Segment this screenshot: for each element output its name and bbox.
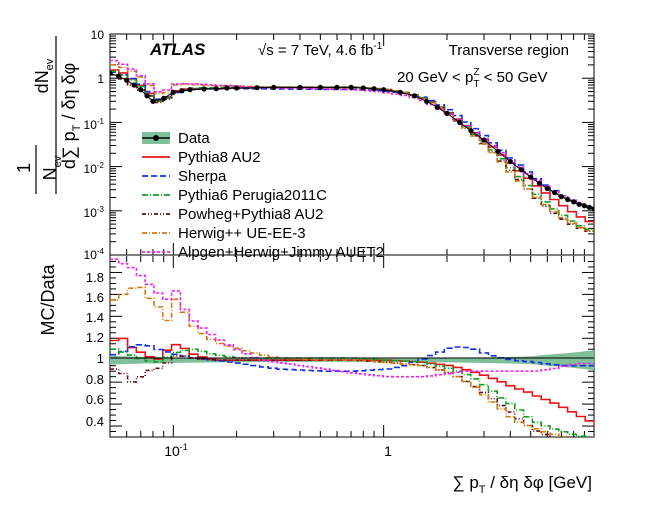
ytick-label-1e-1: 10-1 bbox=[84, 117, 105, 132]
series-ratio-0 bbox=[110, 337, 594, 426]
ytick-label-1e-2: 10-2 bbox=[84, 161, 105, 176]
x-axis-title: ∑ pT / δη δφ [GeV] bbox=[452, 473, 592, 496]
data-point bbox=[144, 93, 150, 99]
data-line bbox=[110, 72, 594, 210]
ytick-label-1: 1 bbox=[97, 72, 104, 86]
data-point bbox=[116, 73, 122, 79]
data-point bbox=[495, 148, 501, 155]
data-point bbox=[124, 77, 130, 83]
rtick-label-1: 1 bbox=[97, 351, 104, 366]
xtick-label-0.1: 10-1 bbox=[164, 442, 188, 459]
data-point bbox=[536, 180, 543, 186]
legend-label-pythia6: Pythia6 Perugia2011C bbox=[178, 187, 327, 204]
data-point bbox=[138, 87, 144, 93]
ytick-label-1e-4: 10-4 bbox=[84, 247, 105, 262]
data-point bbox=[481, 137, 487, 143]
data-point bbox=[528, 174, 534, 180]
data-point bbox=[213, 86, 219, 92]
ratio-y-axis-title: MC/Data bbox=[38, 264, 58, 336]
ytitle-numerator: dNev bbox=[32, 58, 56, 93]
rtick-label-1.8: 1.8 bbox=[86, 270, 104, 285]
x-tick-labels: 10-1 1 bbox=[164, 442, 392, 459]
data-point bbox=[544, 185, 550, 192]
data-point bbox=[161, 95, 167, 101]
data-point bbox=[411, 93, 417, 99]
data-point bbox=[234, 85, 240, 91]
ytick-label-1e-3: 10-3 bbox=[84, 205, 105, 220]
data-point bbox=[170, 89, 176, 95]
data-point bbox=[179, 88, 185, 94]
data-point bbox=[110, 70, 113, 76]
data-point bbox=[150, 98, 156, 104]
rtick-label-1.2: 1.2 bbox=[86, 330, 104, 345]
data-point bbox=[224, 85, 230, 91]
rtick-label-0.4: 0.4 bbox=[86, 414, 104, 429]
data-point bbox=[581, 203, 588, 209]
data-point bbox=[552, 189, 558, 196]
series-ratio-4 bbox=[110, 286, 569, 437]
legend-label-alpgen: Alpgen+Herwig+Jimmy AUET2 bbox=[178, 244, 384, 261]
legend-label-data: Data bbox=[178, 130, 210, 147]
series-ratio-5 bbox=[110, 258, 594, 378]
ytitle-nev: Nev bbox=[40, 155, 64, 180]
data-point bbox=[558, 194, 565, 200]
data-point bbox=[317, 84, 323, 90]
data-point bbox=[434, 104, 440, 110]
bottom-panel-frame bbox=[109, 254, 595, 438]
legend-label-powheg: Powheg+Pythia8 AU2 bbox=[178, 206, 324, 223]
data-point bbox=[586, 204, 592, 210]
top-y-axis-title: 1 Nev dNev d∑ pT / δη δφ bbox=[14, 36, 83, 194]
data-point bbox=[131, 82, 137, 88]
rtick-label-1.6: 1.6 bbox=[86, 290, 104, 305]
legend-label-sherpa: Sherpa bbox=[178, 168, 227, 185]
data-point bbox=[565, 196, 571, 203]
data-point bbox=[444, 110, 450, 116]
data-point bbox=[201, 86, 207, 92]
data-point bbox=[334, 84, 340, 90]
ytick-label-10: 10 bbox=[91, 28, 105, 42]
data-point bbox=[457, 119, 463, 125]
rtick-label-0.8: 0.8 bbox=[86, 372, 104, 387]
atlas-label: ATLAS bbox=[149, 40, 206, 59]
ytitle-denominator: d∑ pT / δη δφ bbox=[59, 63, 83, 169]
data-point bbox=[187, 87, 193, 93]
series-top-5 bbox=[110, 59, 594, 210]
xtick-label-1: 1 bbox=[384, 443, 392, 459]
legend-data-marker bbox=[153, 135, 159, 141]
data-point bbox=[348, 84, 354, 90]
data-point bbox=[591, 206, 594, 212]
rtick-label-0.6: 0.6 bbox=[86, 392, 104, 407]
rtick-label-1.4: 1.4 bbox=[86, 310, 104, 325]
legend-label-herwig: Herwig++ UE-EE-3 bbox=[178, 225, 306, 242]
ytitle-one: 1 bbox=[14, 163, 34, 173]
legend: Data Pythia8 AU2 Sherpa Pythia6 Perugia2… bbox=[142, 130, 384, 261]
data-points bbox=[110, 70, 594, 212]
data-point bbox=[424, 98, 430, 104]
ratio-panel-curves bbox=[110, 258, 594, 437]
bottom-y-tick-labels: 0.4 0.6 0.8 1 1.2 1.4 1.6 1.8 bbox=[86, 270, 104, 429]
data-point bbox=[576, 201, 582, 207]
cut-label: 20 GeV < pTZ < 50 GeV bbox=[397, 67, 548, 90]
data-point bbox=[371, 86, 377, 92]
series-ratio-3 bbox=[110, 355, 560, 437]
data-point bbox=[507, 159, 513, 165]
data-point bbox=[468, 128, 474, 134]
series-top-1 bbox=[110, 71, 594, 210]
data-point bbox=[254, 85, 260, 91]
legend-label-pythia8: Pythia8 AU2 bbox=[178, 149, 261, 166]
legend-line-swatches bbox=[142, 156, 170, 253]
energy-label: √s = 7 TeV, 4.6 fb-1 bbox=[258, 41, 383, 59]
region-label: Transverse region bbox=[449, 42, 569, 59]
data-point bbox=[571, 199, 577, 205]
data-point bbox=[360, 85, 366, 91]
data-point bbox=[297, 84, 303, 90]
data-point bbox=[381, 87, 387, 93]
series-ratio-2 bbox=[110, 348, 594, 437]
data-point bbox=[518, 167, 524, 173]
data-point bbox=[271, 84, 277, 90]
data-point bbox=[397, 89, 403, 95]
top-y-tick-labels: 10 1 10-1 10-2 10-3 10-4 bbox=[84, 28, 105, 262]
